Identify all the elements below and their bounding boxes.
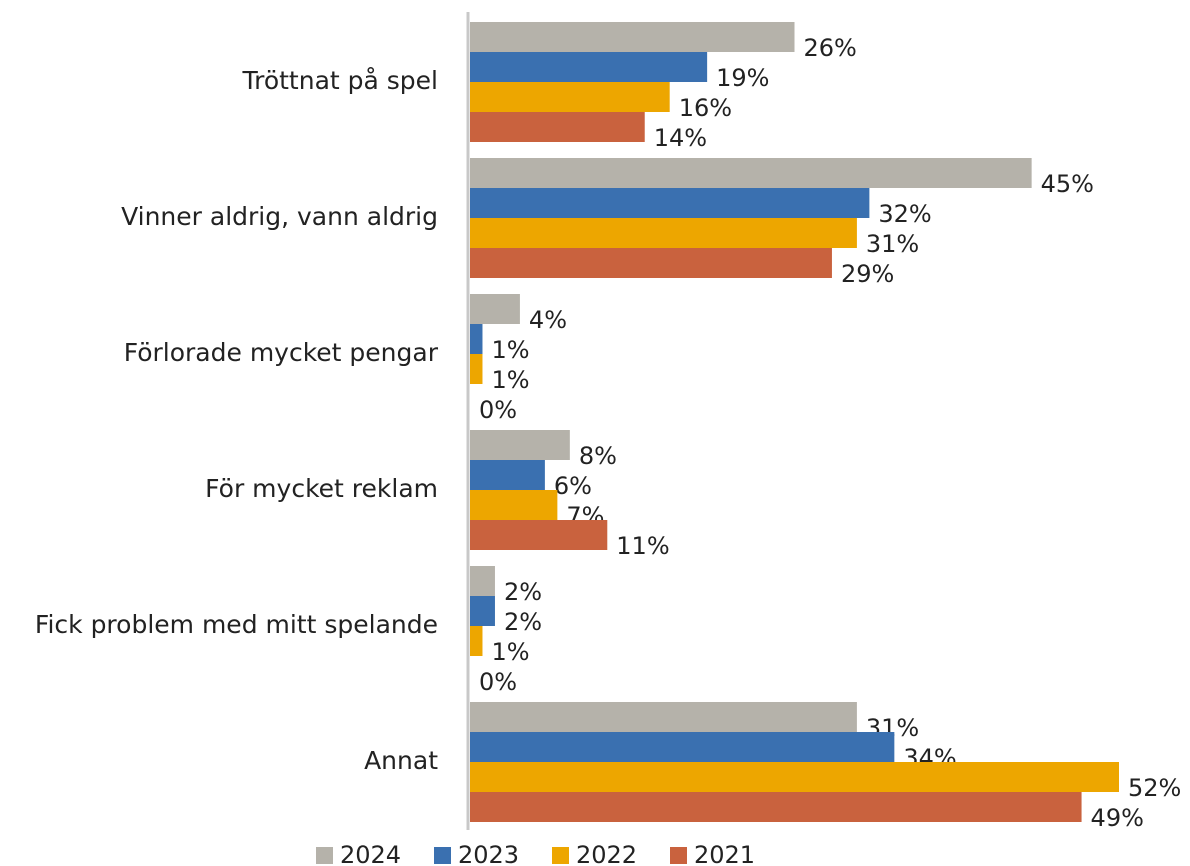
bar xyxy=(470,490,558,520)
legend-label: 2024 xyxy=(340,841,401,866)
bar xyxy=(470,52,708,82)
legend-swatch xyxy=(670,847,687,864)
data-label: 45% xyxy=(1041,170,1094,198)
data-label: 19% xyxy=(716,64,769,92)
data-label: 31% xyxy=(866,230,919,258)
data-label: 4% xyxy=(529,306,567,334)
bar xyxy=(470,82,670,112)
category-label: Fick problem med mitt spelande xyxy=(35,610,438,639)
data-label: 49% xyxy=(1091,804,1144,832)
data-label: 2% xyxy=(504,578,542,606)
data-label: 1% xyxy=(491,336,529,364)
data-label: 0% xyxy=(479,668,517,696)
bar xyxy=(470,626,483,656)
bar xyxy=(470,354,483,384)
bar xyxy=(470,596,495,626)
bar xyxy=(470,22,795,52)
data-label: 14% xyxy=(654,124,707,152)
bar xyxy=(470,188,870,218)
legend-swatch xyxy=(552,847,569,864)
data-label: 11% xyxy=(616,532,669,560)
bar xyxy=(470,218,857,248)
bar xyxy=(470,520,608,550)
bar xyxy=(470,702,857,732)
data-label: 2% xyxy=(504,608,542,636)
bar xyxy=(470,324,483,354)
data-label: 32% xyxy=(878,200,931,228)
legend-label: 2023 xyxy=(458,841,519,866)
data-label: 26% xyxy=(804,34,857,62)
data-label: 29% xyxy=(841,260,894,288)
category-label: Annat xyxy=(364,746,438,775)
bar xyxy=(470,248,832,278)
bar xyxy=(470,732,895,762)
legend-label: 2022 xyxy=(576,841,637,866)
data-label: 6% xyxy=(554,472,592,500)
bar xyxy=(470,792,1082,822)
bar xyxy=(470,566,495,596)
bar xyxy=(470,460,545,490)
category-label: Tröttnat på spel xyxy=(242,66,439,95)
legend-swatch xyxy=(434,847,451,864)
bar xyxy=(470,112,645,142)
data-label: 1% xyxy=(491,638,529,666)
data-label: 8% xyxy=(579,442,617,470)
bar xyxy=(470,158,1032,188)
category-label: Vinner aldrig, vann aldrig xyxy=(121,202,438,231)
data-label: 52% xyxy=(1128,774,1181,802)
data-label: 0% xyxy=(479,396,517,424)
bar xyxy=(470,762,1119,792)
category-label: För mycket reklam xyxy=(205,474,438,503)
data-label: 1% xyxy=(491,366,529,394)
legend-label: 2021 xyxy=(694,841,755,866)
bar xyxy=(470,430,570,460)
category-label: Förlorade mycket pengar xyxy=(124,338,439,367)
data-label: 16% xyxy=(679,94,732,122)
bar xyxy=(470,294,520,324)
legend-swatch xyxy=(316,847,333,864)
